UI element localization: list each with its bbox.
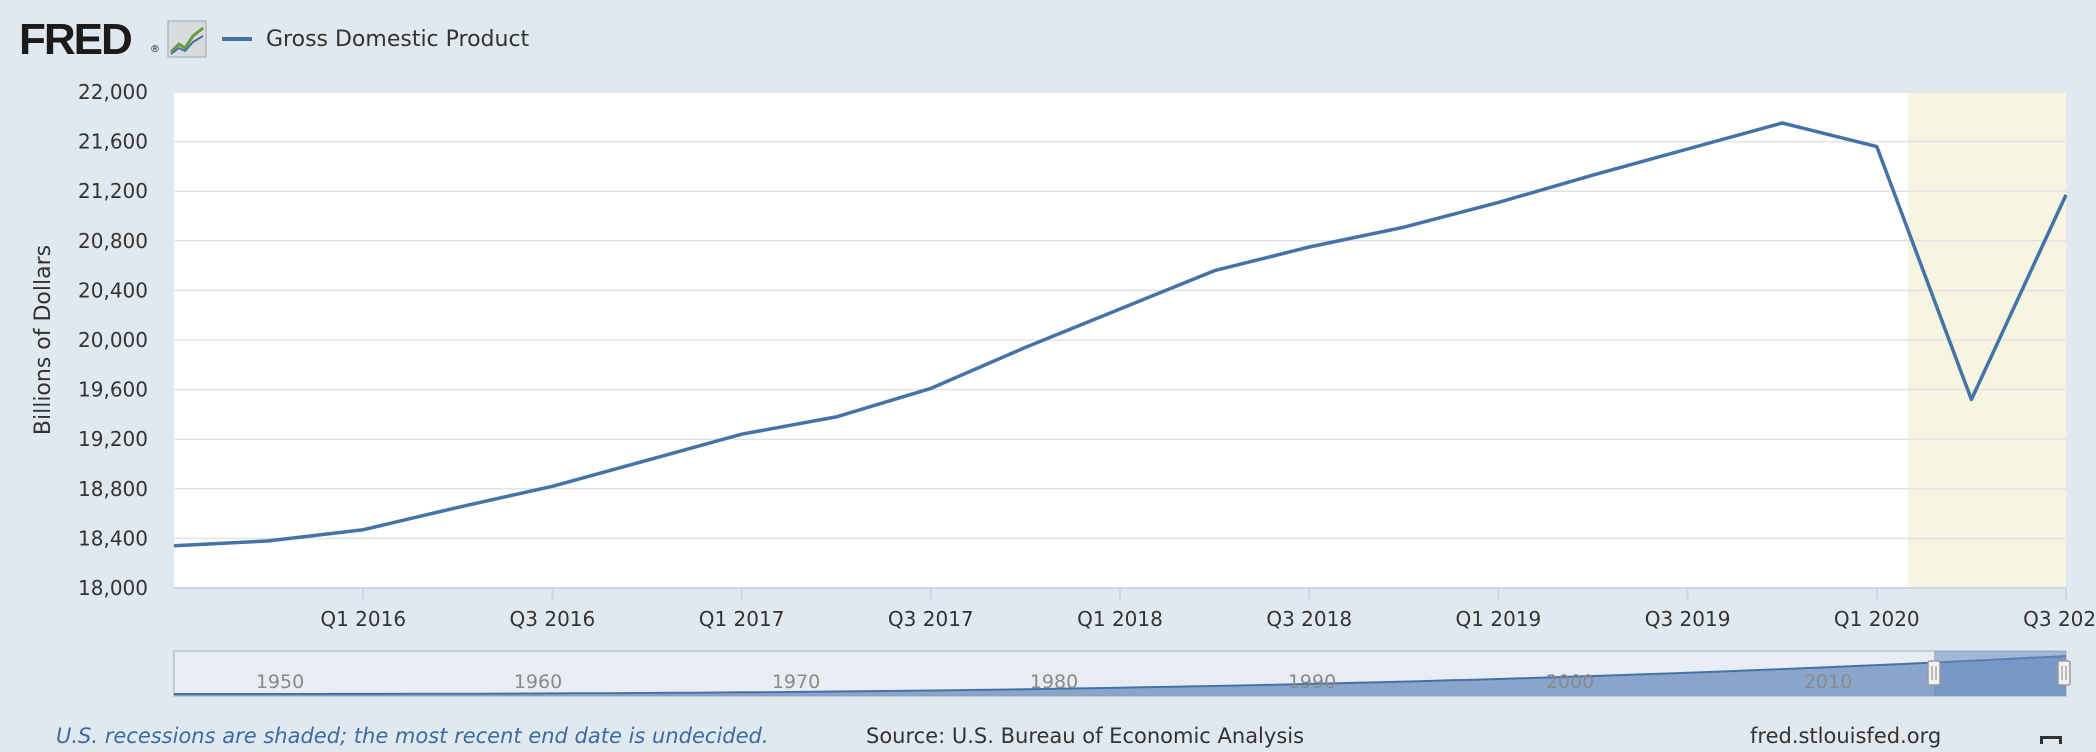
- navigator-year-label: 1970: [772, 671, 820, 693]
- x-tick-label: Q1 2020: [1834, 607, 1920, 631]
- y-tick-label: 20,000: [78, 328, 148, 352]
- x-tick-label: Q3 2016: [510, 607, 596, 631]
- navigator-left-handle[interactable]: [1927, 660, 1941, 686]
- navigator-year-label: 1960: [514, 671, 562, 693]
- x-tick-label: Q1 2019: [1456, 607, 1542, 631]
- legend-label: Gross Domestic Product: [266, 26, 530, 52]
- navigator-line: [174, 655, 2067, 695]
- recession-note: U.S. recessions are shaded; the most rec…: [56, 724, 769, 748]
- legend-line-swatch: [222, 37, 252, 41]
- navigator-year-label: 2000: [1546, 671, 1594, 693]
- y-tick-label: 18,800: [78, 477, 148, 501]
- chart-legend[interactable]: Gross Domestic Product: [222, 24, 529, 54]
- fred-logo[interactable]: FRED: [19, 15, 133, 64]
- navigator-selection: [1934, 651, 2066, 696]
- y-tick-label: 20,800: [78, 229, 148, 253]
- x-tick-label: Q1 2018: [1077, 607, 1163, 631]
- y-tick-label: 21,200: [78, 179, 148, 203]
- navigator-year-label: 2010: [1804, 671, 1852, 693]
- site-link[interactable]: fred.stlouisfed.org: [1750, 724, 1942, 748]
- y-tick-label: 20,400: [78, 278, 148, 302]
- y-tick-label: 19,600: [78, 378, 148, 402]
- x-tick-label: Q3 2018: [1266, 607, 1352, 631]
- navigator-year-label: 1980: [1030, 671, 1078, 693]
- header: FRED ® Gross Domestic Product: [0, 0, 2096, 80]
- navigator-area: [174, 656, 2066, 696]
- x-tick-label: Q3 2019: [1645, 607, 1731, 631]
- x-tick-label: Q3 2020: [2023, 607, 2096, 631]
- source-text: Source: U.S. Bureau of Economic Analysis: [866, 724, 1305, 748]
- navigator-year-label: 1950: [256, 671, 304, 693]
- y-tick-label: 18,000: [78, 576, 148, 600]
- y-tick-label: 18,400: [78, 526, 148, 550]
- x-tick-label: Q1 2017: [699, 607, 785, 631]
- y-tick-label: 22,000: [78, 80, 148, 104]
- navigator-year-label: 1990: [1288, 671, 1336, 693]
- y-tick-label: 21,600: [78, 130, 148, 154]
- x-tick-label: Q3 2017: [888, 607, 974, 631]
- y-axis-label: Billions of Dollars: [31, 245, 56, 435]
- registered-mark: ®: [150, 44, 160, 55]
- navigator-right-handle[interactable]: [2057, 660, 2071, 686]
- gdp-series-line: [173, 121, 2068, 548]
- line-chart-icon: [167, 20, 207, 58]
- y-tick-label: 19,200: [78, 427, 148, 451]
- fullscreen-icon[interactable]: [2040, 736, 2062, 752]
- handle-body: [1927, 660, 1941, 686]
- x-tick-label: Q1 2016: [320, 607, 406, 631]
- handle-body: [2057, 660, 2071, 686]
